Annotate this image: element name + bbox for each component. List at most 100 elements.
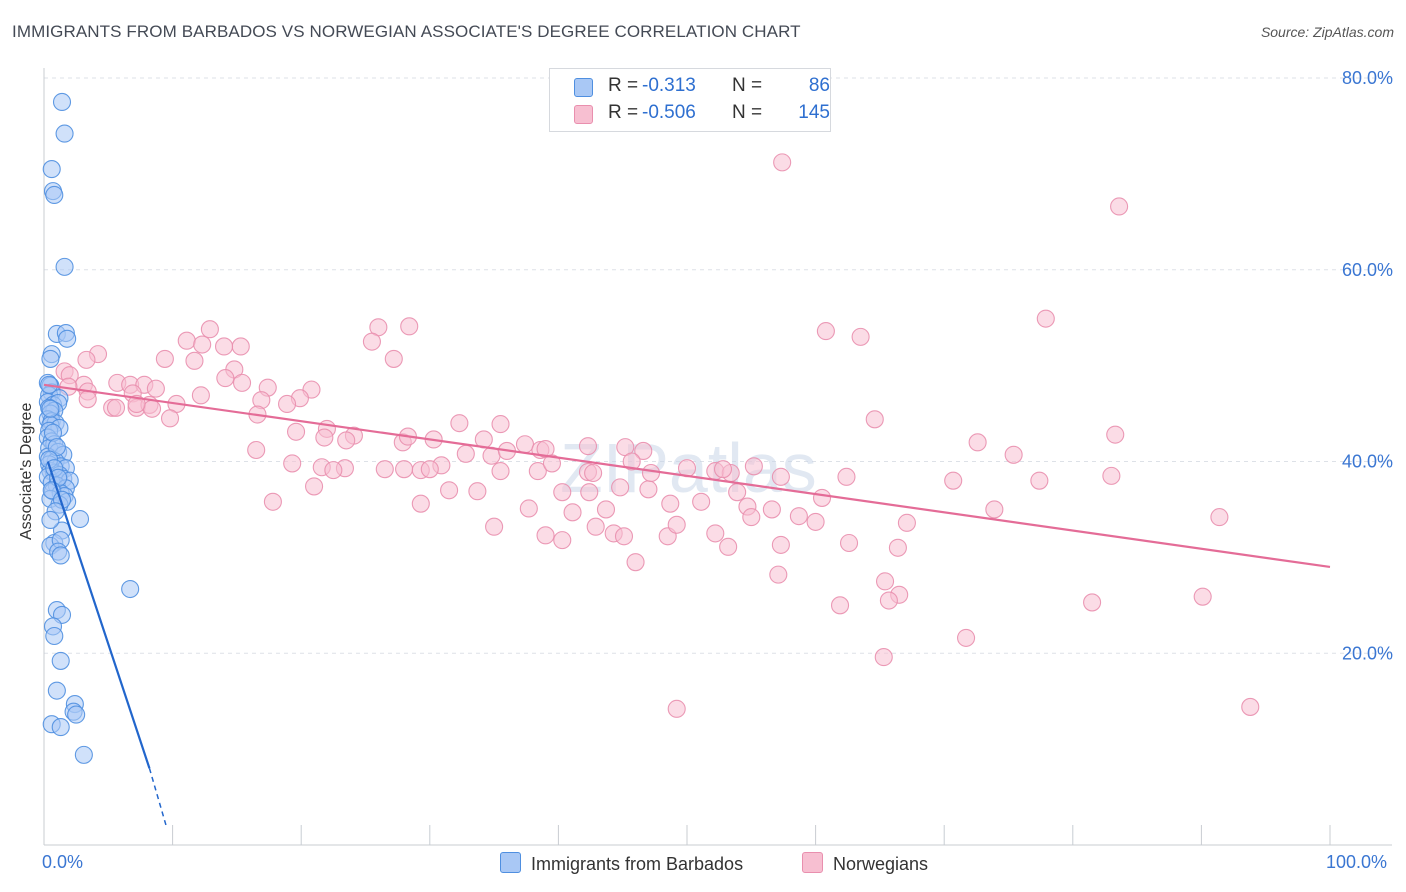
- norwegians-point: [742, 508, 761, 527]
- barbados-point: [70, 509, 90, 529]
- legend-swatch-blue: [574, 78, 593, 97]
- norwegians-point: [1193, 587, 1212, 606]
- y-tick-label: 80.0%: [1342, 68, 1393, 88]
- norwegians-point: [440, 481, 459, 500]
- norwegians-point: [491, 415, 510, 434]
- norwegians-point: [622, 452, 641, 471]
- norwegians-point: [542, 454, 562, 473]
- norwegians-point: [944, 471, 963, 490]
- norwegians-point: [837, 467, 856, 486]
- norwegians-point: [626, 553, 645, 572]
- norwegians-point: [146, 379, 165, 398]
- norwegians-point: [812, 488, 832, 507]
- norwegians-point: [536, 526, 555, 545]
- barbados-point: [42, 160, 61, 179]
- norwegians-point: [580, 483, 599, 502]
- norwegians-point: [713, 460, 733, 479]
- norwegians-point: [1110, 197, 1129, 216]
- barbados-points: [38, 92, 140, 764]
- norwegians-point: [384, 349, 403, 368]
- barbados-point: [55, 124, 74, 143]
- norwegians-point: [1106, 425, 1125, 444]
- norwegians-point: [1030, 471, 1049, 490]
- y-tick-label: 40.0%: [1342, 452, 1393, 472]
- norwegians-point: [744, 457, 763, 476]
- norwegians-point: [641, 463, 661, 483]
- norwegians-point: [337, 431, 356, 450]
- norwegians-point: [706, 524, 725, 543]
- norwegians-point: [816, 322, 835, 341]
- barbados-point: [51, 718, 70, 737]
- y-tick-label: 60.0%: [1342, 260, 1393, 280]
- legend-r-value: -0.313: [642, 75, 696, 96]
- norwegians-point: [874, 648, 893, 667]
- norwegians-point: [185, 351, 204, 370]
- norwegians-point: [324, 461, 343, 480]
- barbados-point: [51, 651, 70, 670]
- chart-title: IMMIGRANTS FROM BARBADOS VS NORWEGIAN AS…: [12, 22, 801, 41]
- norwegians-point: [468, 482, 487, 501]
- norwegians-points: [55, 153, 1260, 718]
- norwegians-point: [957, 628, 976, 647]
- norwegians-point: [315, 428, 334, 447]
- barbados-point: [74, 745, 93, 764]
- legend-n-value: 145: [798, 102, 830, 123]
- bottom-legend-swatch-pink: [802, 852, 823, 873]
- norwegians-point: [411, 494, 430, 513]
- barbados-point: [47, 681, 66, 700]
- norwegians-point: [1083, 593, 1102, 612]
- norwegians-point: [728, 483, 747, 502]
- norwegians-point: [177, 331, 196, 350]
- barbados-trend-extension: [148, 768, 167, 827]
- norwegians-point: [773, 153, 792, 172]
- norwegians-point: [614, 527, 634, 546]
- legend-r-label: R =: [608, 102, 639, 123]
- norwegians-point: [287, 422, 306, 441]
- norwegians-point: [485, 517, 504, 536]
- norwegians-point: [553, 531, 572, 550]
- legend-swatch-pink: [574, 105, 593, 124]
- norwegians-point: [247, 440, 266, 460]
- barbados-point: [55, 257, 74, 276]
- legend-r-label: R =: [608, 75, 639, 96]
- barbados-point: [41, 399, 60, 418]
- norwegians-point: [1210, 508, 1229, 527]
- norwegians-point: [985, 500, 1004, 519]
- barbados-point: [51, 546, 70, 565]
- barbados-point: [41, 349, 60, 368]
- norwegians-point: [865, 410, 884, 429]
- norwegians-point: [771, 535, 790, 554]
- norwegians-point: [634, 441, 653, 461]
- norwegians-point: [193, 335, 212, 354]
- norwegians-point: [375, 460, 394, 479]
- norwegians-point: [879, 591, 898, 610]
- norwegians-point: [420, 460, 439, 479]
- norwegians-point: [200, 320, 219, 339]
- norwegians-point: [563, 503, 582, 522]
- bottom-legend-barbados: Immigrants from Barbados: [500, 852, 743, 875]
- norwegians-point: [400, 317, 419, 336]
- norwegians-point: [278, 394, 297, 414]
- y-tick-label: 20.0%: [1342, 643, 1393, 663]
- x-tick-max: 100.0%: [1326, 852, 1388, 872]
- norwegians-point: [214, 337, 234, 356]
- barbados-point: [67, 705, 86, 724]
- barbados-point: [45, 626, 64, 646]
- norwegians-point: [578, 437, 598, 456]
- norwegians-point: [771, 467, 790, 486]
- norwegians-point: [611, 478, 630, 497]
- norwegians-point: [155, 349, 174, 368]
- norwegians-point: [450, 414, 469, 433]
- norwegians-point: [305, 477, 324, 496]
- norwegians-point: [968, 433, 987, 452]
- norwegians-point: [661, 494, 680, 513]
- bottom-legend-label-norwegians: Norwegians: [833, 854, 929, 874]
- norwegians-point: [586, 517, 605, 536]
- norwegians-point: [888, 538, 907, 557]
- norwegians-point: [584, 463, 603, 483]
- legend-n-label: N =: [732, 102, 763, 123]
- norwegians-point: [851, 327, 870, 346]
- legend-n-value: 86: [808, 75, 830, 96]
- norwegians-point: [191, 386, 210, 405]
- source-label: Source: ZipAtlas.com: [1260, 24, 1394, 40]
